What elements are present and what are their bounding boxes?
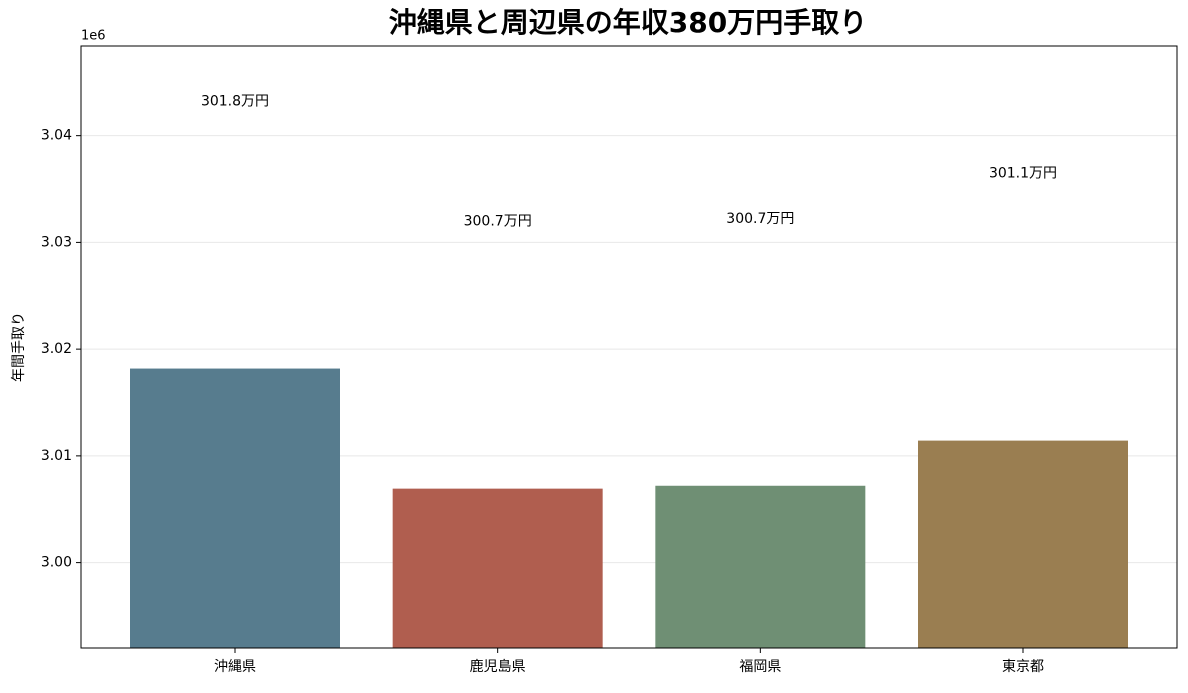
value-label: 301.1万円 — [989, 166, 1057, 182]
y-tick-label: 3.03 — [41, 234, 72, 250]
y-tick-label: 3.04 — [41, 128, 72, 144]
y-offset-label: 1e6 — [81, 29, 106, 44]
bar — [392, 488, 603, 648]
y-axis-label: 年間手取り — [11, 312, 27, 382]
plot-frame — [80, 45, 1178, 649]
y-tick-label: 3.00 — [41, 555, 72, 571]
y-tick-label: 3.01 — [41, 448, 72, 464]
value-label: 300.7万円 — [464, 214, 532, 230]
value-label: 300.7万円 — [726, 211, 794, 227]
bar — [655, 485, 866, 648]
bar — [130, 368, 340, 648]
value-label: 301.8万円 — [201, 94, 269, 110]
x-tick-label: 福岡県 — [739, 659, 781, 675]
bar — [918, 440, 1128, 648]
x-tick-label: 東京都 — [1002, 659, 1044, 675]
x-tick-label: 沖縄県 — [214, 659, 256, 675]
x-tick-label: 鹿児島県 — [470, 658, 526, 675]
y-tick-label: 3.02 — [41, 341, 72, 357]
chart-title: 沖縄県と周辺県の年収380万円手取り — [389, 6, 867, 39]
